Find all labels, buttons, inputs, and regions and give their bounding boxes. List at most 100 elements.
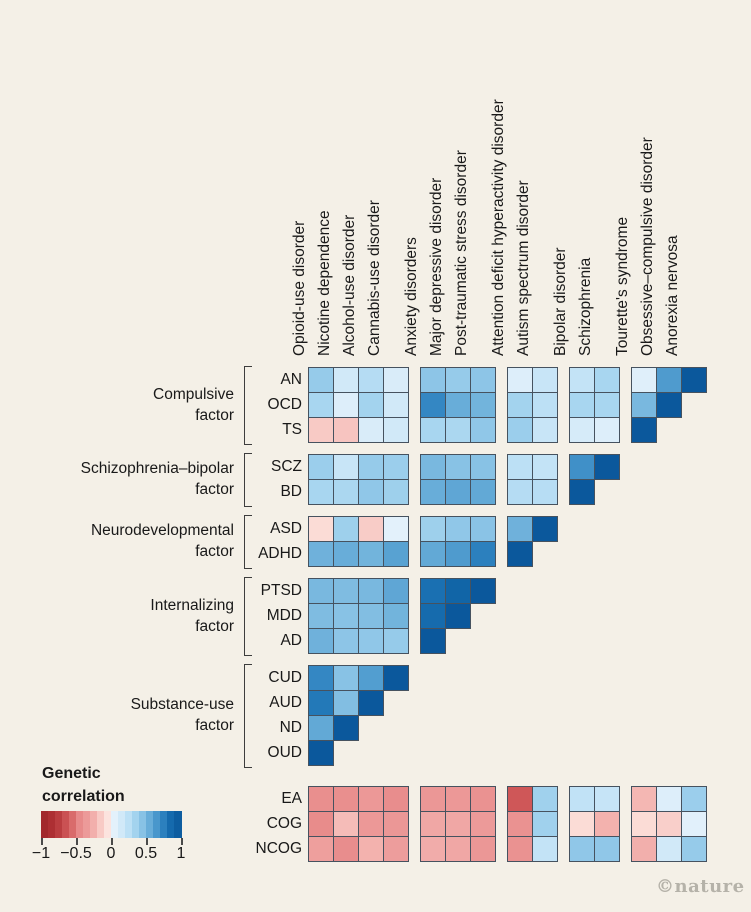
colorbar-segment xyxy=(125,811,133,838)
colorbar-segment xyxy=(69,811,77,838)
matrix-cell xyxy=(308,516,334,542)
matrix-cell xyxy=(631,392,657,418)
matrix-cell xyxy=(420,786,446,812)
colorbar-segment xyxy=(97,811,105,838)
matrix-cell xyxy=(308,836,334,862)
matrix-cell xyxy=(420,541,446,567)
matrix-cell xyxy=(445,392,471,418)
matrix-cell xyxy=(470,578,496,604)
matrix-cell xyxy=(383,836,409,862)
matrix-cell xyxy=(383,541,409,567)
matrix-cell xyxy=(333,811,359,837)
matrix-cell xyxy=(569,836,595,862)
factor-bracket xyxy=(244,577,252,656)
matrix-cell xyxy=(308,479,334,505)
matrix-cell xyxy=(383,578,409,604)
matrix-cell xyxy=(308,690,334,716)
matrix-cell xyxy=(358,454,384,480)
colorbar-tick xyxy=(76,838,78,845)
matrix-cell xyxy=(333,715,359,741)
matrix-cell xyxy=(507,516,533,542)
matrix-cell xyxy=(470,541,496,567)
matrix-cell xyxy=(358,665,384,691)
matrix-cell xyxy=(358,786,384,812)
row-label: AD xyxy=(280,632,302,649)
matrix-cell xyxy=(507,454,533,480)
matrix-cell xyxy=(470,392,496,418)
colorbar-segment xyxy=(62,811,70,838)
row-label: TS xyxy=(282,421,302,438)
nature-watermark: ©nature xyxy=(656,876,745,897)
colorbar-tick xyxy=(41,838,43,845)
matrix-cell xyxy=(569,367,595,393)
row-label: CUD xyxy=(268,669,302,686)
column-label: Nicotine dependence xyxy=(316,210,333,356)
matrix-cell xyxy=(470,836,496,862)
matrix-cell xyxy=(358,516,384,542)
matrix-cell xyxy=(507,479,533,505)
colorbar-tick-label: 0 xyxy=(106,845,116,862)
factor-label: Substance-use factor xyxy=(130,696,234,734)
matrix-cell xyxy=(358,628,384,654)
matrix-cell xyxy=(445,786,471,812)
matrix-cell xyxy=(333,417,359,443)
matrix-cell xyxy=(383,516,409,542)
colorbar-segment xyxy=(160,811,168,838)
factor-label: Compulsive factor xyxy=(153,385,234,424)
matrix-cell xyxy=(470,454,496,480)
matrix-cell xyxy=(308,454,334,480)
colorbar-segment xyxy=(111,811,119,838)
matrix-cell xyxy=(420,479,446,505)
column-label: Anorexia nervosa xyxy=(664,235,681,356)
matrix-cell xyxy=(383,417,409,443)
matrix-cell xyxy=(308,541,334,567)
factor-bracket xyxy=(244,366,252,445)
matrix-cell xyxy=(445,479,471,505)
matrix-cell xyxy=(358,603,384,629)
matrix-cell xyxy=(308,578,334,604)
matrix-cell xyxy=(445,811,471,837)
matrix-cell xyxy=(333,836,359,862)
matrix-cell xyxy=(308,715,334,741)
colorbar-tick-label: 1 xyxy=(176,845,186,862)
matrix-cell xyxy=(470,786,496,812)
row-label: ADHD xyxy=(258,545,302,562)
row-label: AN xyxy=(280,371,302,388)
colorbar-tick xyxy=(111,838,113,845)
factor-bracket xyxy=(244,515,252,569)
colorbar-segment xyxy=(90,811,98,838)
column-label: Opioid-use disorder xyxy=(291,220,308,356)
matrix-cell xyxy=(532,836,558,862)
matrix-cell xyxy=(333,665,359,691)
column-label: Cannabis-use disorder xyxy=(366,200,383,356)
matrix-cell xyxy=(308,740,334,766)
row-label: PTSD xyxy=(260,582,302,599)
matrix-cell xyxy=(445,417,471,443)
colorbar-segment xyxy=(76,811,84,838)
matrix-cell xyxy=(358,578,384,604)
colorbar-segment xyxy=(139,811,147,838)
matrix-cell xyxy=(507,836,533,862)
matrix-cell xyxy=(358,811,384,837)
matrix-cell xyxy=(656,786,682,812)
matrix-cell xyxy=(308,392,334,418)
colorbar-tick xyxy=(146,838,148,845)
matrix-cell xyxy=(656,392,682,418)
matrix-cell xyxy=(470,811,496,837)
matrix-cell xyxy=(358,479,384,505)
matrix-cell xyxy=(383,367,409,393)
matrix-cell xyxy=(358,690,384,716)
matrix-cell xyxy=(507,367,533,393)
matrix-cell xyxy=(420,454,446,480)
matrix-cell xyxy=(445,541,471,567)
matrix-cell xyxy=(594,417,620,443)
matrix-cell xyxy=(445,454,471,480)
matrix-cell xyxy=(358,541,384,567)
column-label: Autism spectrum disorder xyxy=(515,180,532,356)
matrix-cell xyxy=(383,628,409,654)
matrix-cell xyxy=(532,454,558,480)
matrix-cell xyxy=(420,417,446,443)
column-label: Post-traumatic stress disorder xyxy=(453,150,470,356)
legend-title: Genetic correlation xyxy=(42,765,125,805)
matrix-cell xyxy=(358,836,384,862)
